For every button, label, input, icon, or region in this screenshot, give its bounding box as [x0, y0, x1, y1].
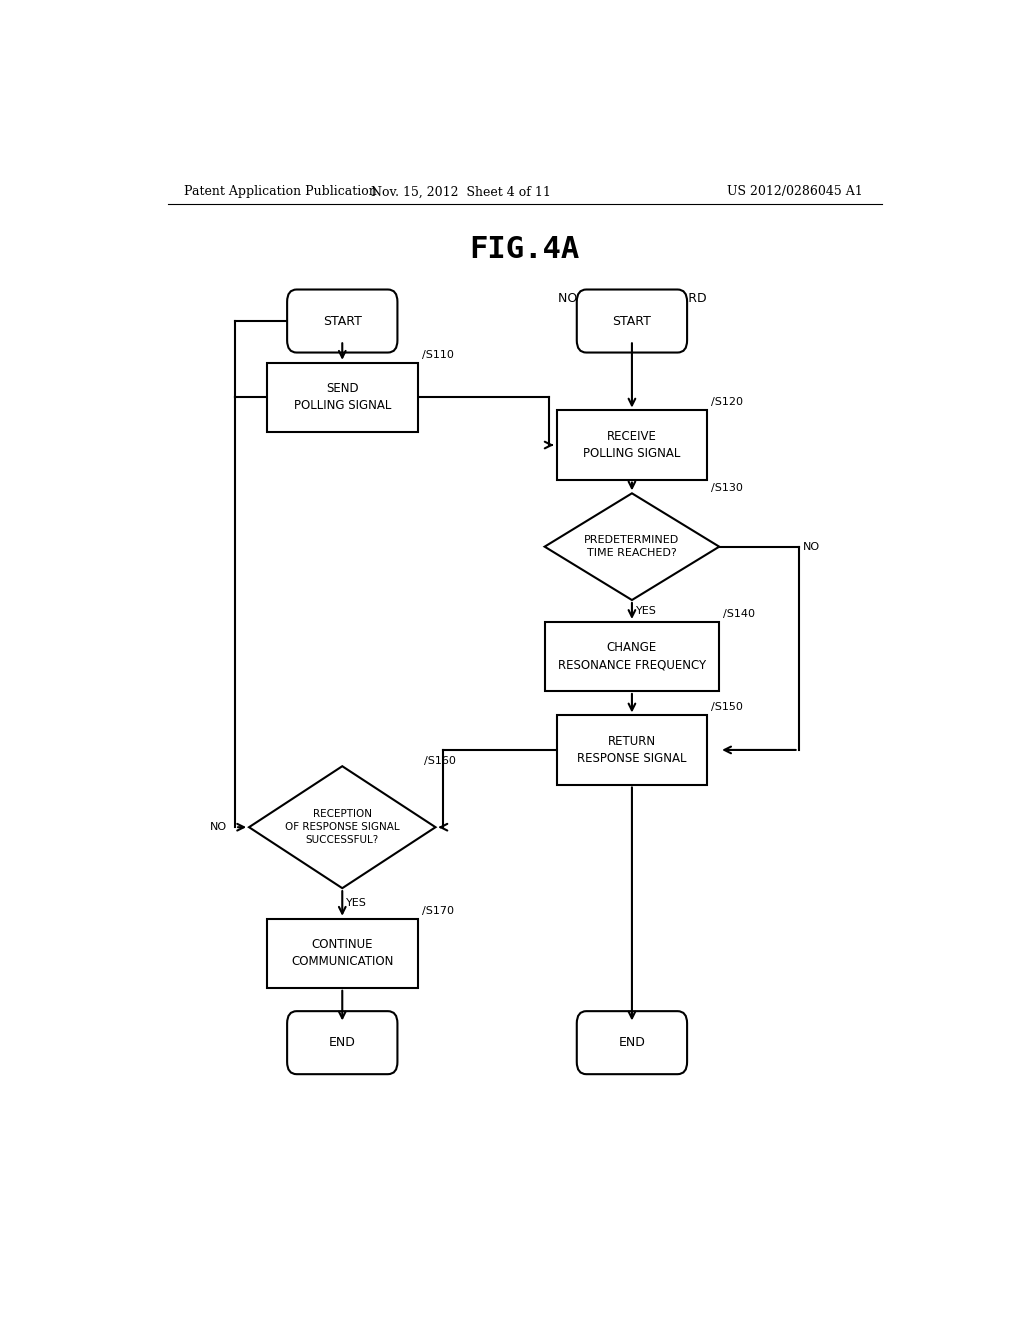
Text: Nov. 15, 2012  Sheet 4 of 11: Nov. 15, 2012 Sheet 4 of 11 — [372, 185, 551, 198]
FancyBboxPatch shape — [577, 1011, 687, 1074]
Text: YES: YES — [636, 606, 656, 616]
Text: RECEIVE
POLLING SIGNAL: RECEIVE POLLING SIGNAL — [584, 430, 681, 461]
Text: RECEPTION
OF RESPONSE SIGNAL
SUCCESSFUL?: RECEPTION OF RESPONSE SIGNAL SUCCESSFUL? — [285, 809, 399, 845]
Text: YES: YES — [346, 899, 368, 908]
Text: SEND
POLLING SIGNAL: SEND POLLING SIGNAL — [294, 383, 391, 412]
Text: RETURN
RESPONSE SIGNAL: RETURN RESPONSE SIGNAL — [578, 735, 687, 766]
Text: /S130: /S130 — [712, 483, 743, 494]
Text: /S110: /S110 — [422, 350, 454, 359]
Polygon shape — [545, 494, 719, 601]
Text: START: START — [323, 314, 361, 327]
Text: START: START — [612, 314, 651, 327]
FancyBboxPatch shape — [577, 289, 687, 352]
Text: /S160: /S160 — [424, 756, 456, 766]
Text: /S140: /S140 — [723, 609, 756, 619]
Text: Patent Application Publication: Patent Application Publication — [183, 185, 376, 198]
FancyBboxPatch shape — [287, 289, 397, 352]
Text: CONTINUE
COMMUNICATION: CONTINUE COMMUNICATION — [291, 939, 393, 969]
FancyBboxPatch shape — [287, 1011, 397, 1074]
Text: /S120: /S120 — [712, 397, 743, 408]
Bar — [557, 411, 708, 479]
Text: READER/WRITER: READER/WRITER — [290, 292, 394, 305]
Text: CHANGE
RESONANCE FREQUENCY: CHANGE RESONANCE FREQUENCY — [558, 642, 706, 672]
Polygon shape — [249, 766, 435, 888]
Text: END: END — [618, 1036, 645, 1049]
Bar — [267, 363, 418, 432]
Text: NON-CONTACT IC CARD: NON-CONTACT IC CARD — [558, 292, 707, 305]
Text: FIG.4A: FIG.4A — [470, 235, 580, 264]
Text: END: END — [329, 1036, 355, 1049]
Text: PREDETERMINED
TIME REACHED?: PREDETERMINED TIME REACHED? — [585, 535, 680, 558]
Text: US 2012/0286045 A1: US 2012/0286045 A1 — [727, 185, 862, 198]
Bar — [545, 622, 719, 690]
Text: NO: NO — [803, 541, 819, 552]
Text: NO: NO — [210, 822, 227, 832]
Text: /S170: /S170 — [422, 906, 454, 916]
Bar — [557, 715, 708, 784]
Text: /S150: /S150 — [712, 702, 743, 713]
Bar — [267, 919, 418, 987]
